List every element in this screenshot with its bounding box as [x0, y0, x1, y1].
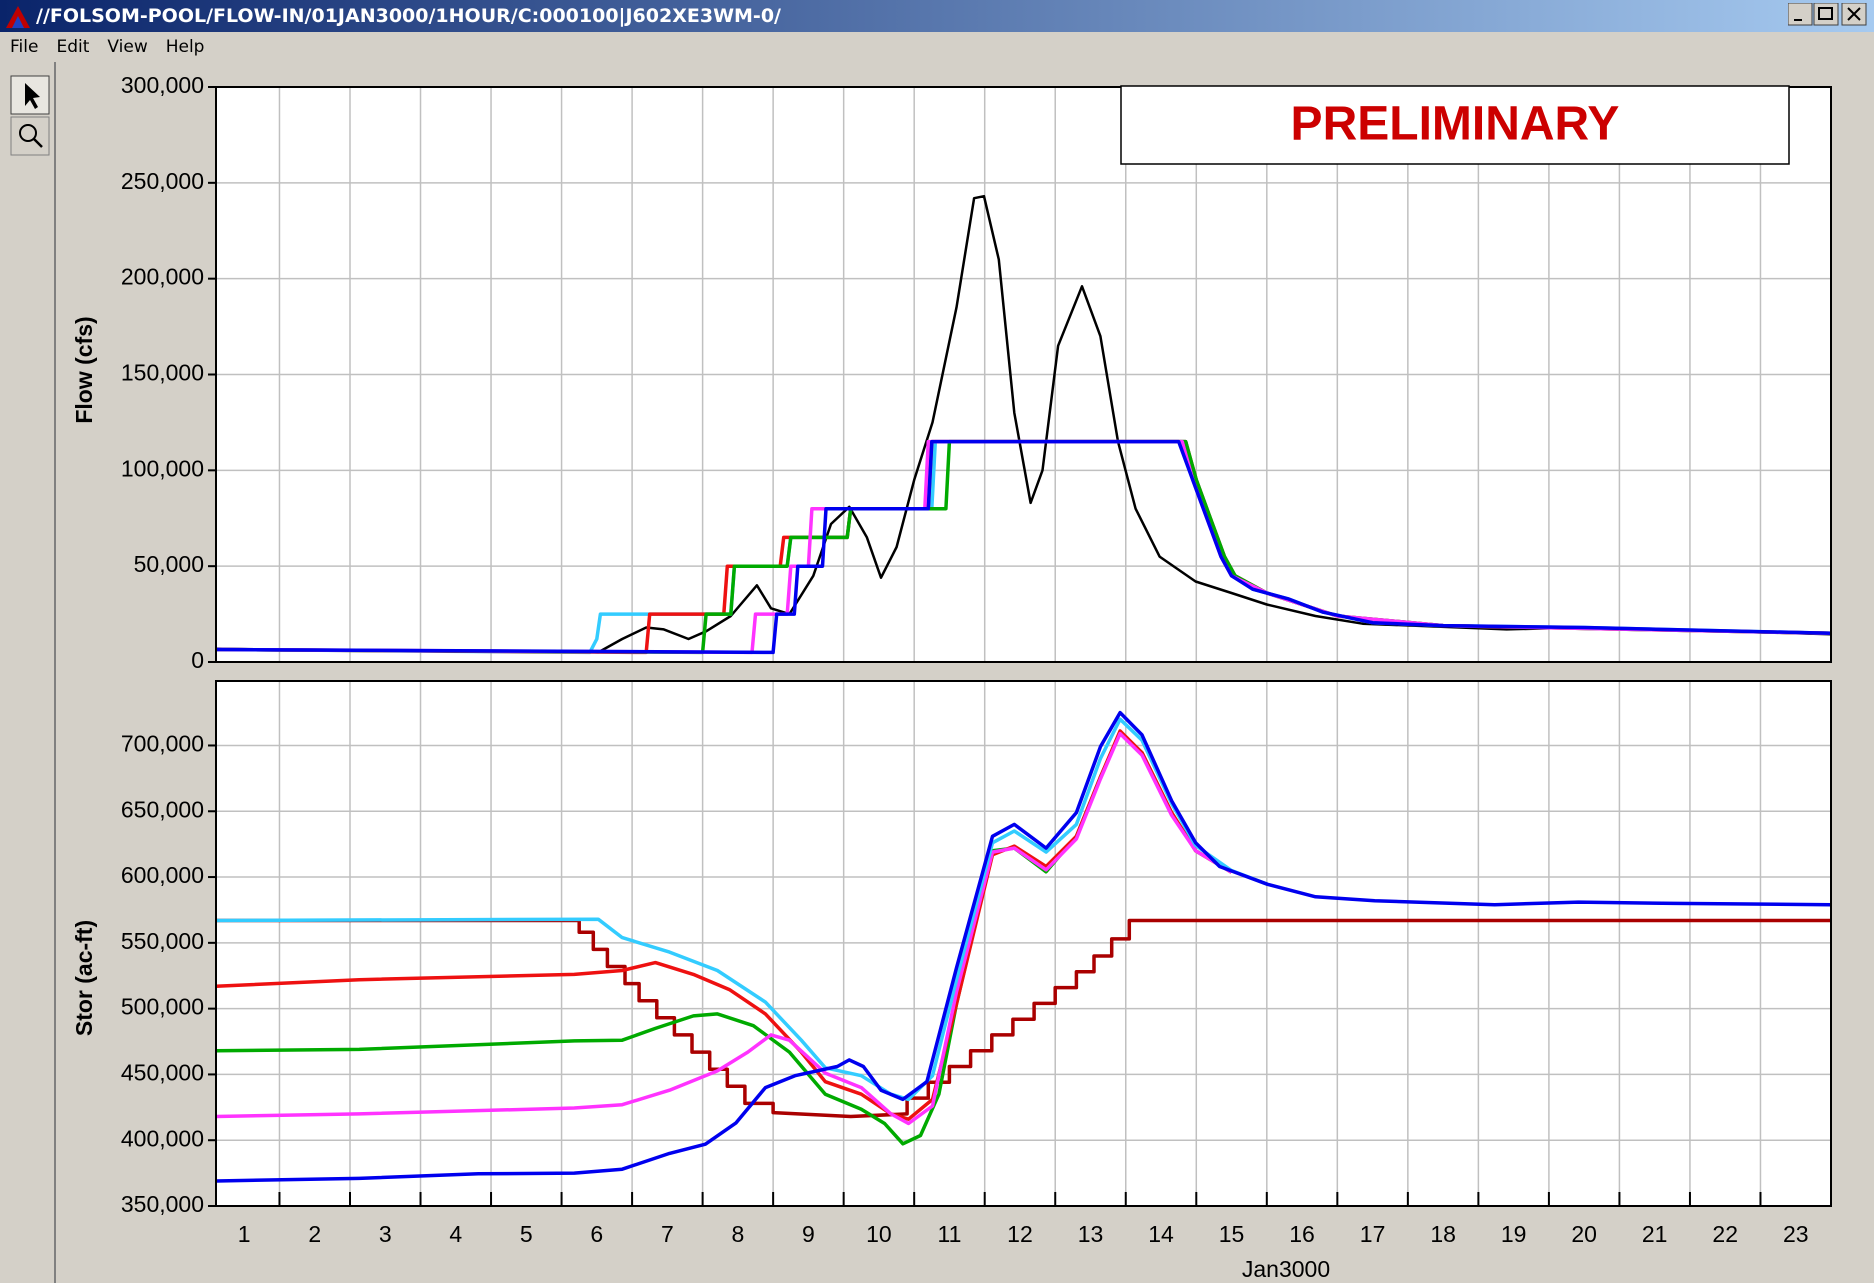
- x-tick-label: 1: [238, 1221, 251, 1247]
- x-tick-label: 6: [590, 1221, 603, 1247]
- x-tick-label: 20: [1571, 1221, 1597, 1247]
- zoom-tool[interactable]: [10, 116, 50, 156]
- annotation-box: [1120, 85, 1790, 165]
- annotation: PRELIMINARY: [1291, 98, 1620, 151]
- x-tick-label: 17: [1360, 1221, 1386, 1247]
- minimize-button[interactable]: [1788, 3, 1813, 26]
- series-line: [216, 729, 1233, 1121]
- y-tick-label: 0: [191, 647, 204, 673]
- y-tick-label: 550,000: [121, 928, 204, 954]
- y-tick-label: 50,000: [134, 551, 204, 577]
- window-title: //FOLSOM-POOL/FLOW-IN/01JAN3000/1HOUR/C:…: [36, 5, 781, 27]
- y-axis-label: Stor (ac-ft): [71, 920, 97, 1036]
- x-tick-label: 11: [938, 1221, 962, 1247]
- y-tick-label: 600,000: [121, 862, 204, 888]
- y-tick-label: 200,000: [121, 264, 204, 290]
- maximize-button[interactable]: [1813, 3, 1839, 26]
- window-controls: [1788, 3, 1867, 26]
- title-bar: //FOLSOM-POOL/FLOW-IN/01JAN3000/1HOUR/C:…: [0, 0, 1874, 32]
- x-tick-label: 3: [379, 1221, 392, 1247]
- series-line: [216, 918, 1831, 1119]
- menu-item[interactable]: Edit: [56, 37, 90, 57]
- y-tick-label: 350,000: [121, 1191, 204, 1217]
- x-tick-label: 19: [1501, 1221, 1527, 1247]
- x-tick-label: 23: [1783, 1221, 1809, 1247]
- plot-frame: [215, 680, 1832, 1207]
- select-tool[interactable]: [10, 75, 50, 115]
- y-tick-label: 150,000: [121, 360, 204, 386]
- series-line: [216, 439, 1831, 655]
- y-tick-label: 500,000: [121, 994, 204, 1020]
- y-tick-label: 250,000: [121, 168, 204, 194]
- y-tick-label: 700,000: [121, 731, 204, 757]
- x-tick-label: 4: [449, 1221, 462, 1247]
- x-tick-label: 8: [731, 1221, 744, 1247]
- x-tick-label: 22: [1712, 1221, 1738, 1247]
- x-tick-label: 13: [1078, 1221, 1104, 1247]
- series-group: [216, 194, 1831, 655]
- y-tick-label: 300,000: [121, 72, 204, 98]
- plot-frame: [215, 86, 1832, 663]
- series-group: [216, 710, 1831, 1183]
- y-tick-label: 650,000: [121, 796, 204, 822]
- x-tick-label: 7: [661, 1221, 674, 1247]
- y-tick-label: 400,000: [121, 1125, 204, 1151]
- x-tick-label: 9: [802, 1221, 815, 1247]
- y-axis-label: Flow (cfs): [71, 316, 97, 423]
- series-line: [216, 710, 1831, 1183]
- y-tick-label: 100,000: [121, 455, 204, 481]
- series-line: [216, 731, 1233, 1126]
- x-axis-label: Jan3000: [1242, 1256, 1330, 1282]
- menu-item[interactable]: View: [107, 37, 148, 57]
- series-line: [216, 717, 1269, 1102]
- x-tick-label: 10: [866, 1221, 892, 1247]
- x-tick-label: 14: [1148, 1221, 1174, 1247]
- menu-item[interactable]: File: [10, 37, 39, 57]
- series-line: [216, 194, 1831, 654]
- x-tick-label: 5: [520, 1221, 533, 1247]
- x-tick-label: 2: [308, 1221, 321, 1247]
- x-tick-label: 15: [1219, 1221, 1245, 1247]
- close-button[interactable]: [1841, 3, 1867, 26]
- menu-bar: File Edit View Help: [0, 34, 1874, 60]
- menu-item[interactable]: Help: [165, 37, 205, 57]
- x-tick-label: 16: [1289, 1221, 1315, 1247]
- x-tick-label: 12: [1007, 1221, 1033, 1247]
- y-tick-label: 450,000: [121, 1059, 204, 1085]
- app-icon: [6, 6, 30, 28]
- x-tick-label: 18: [1430, 1221, 1456, 1247]
- x-tick-label: 21: [1642, 1221, 1668, 1247]
